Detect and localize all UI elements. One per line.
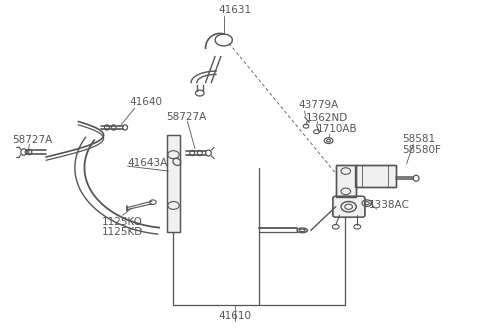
Text: 1338AC: 1338AC	[369, 200, 410, 210]
FancyBboxPatch shape	[333, 196, 365, 217]
Bar	[167, 135, 180, 232]
Text: 41610: 41610	[219, 311, 252, 321]
Text: 43779A: 43779A	[299, 100, 339, 111]
Text: 58581: 58581	[402, 134, 435, 144]
Text: 1125KD: 1125KD	[102, 227, 144, 237]
Text: 58580F: 58580F	[402, 145, 441, 155]
Text: 1125KO: 1125KO	[102, 217, 143, 227]
Text: 1362ND: 1362ND	[306, 113, 348, 123]
Bar	[355, 164, 396, 188]
Text: 58727A: 58727A	[12, 135, 53, 145]
Text: 41643A: 41643A	[128, 158, 168, 168]
Bar	[336, 164, 356, 197]
Text: 41631: 41631	[219, 6, 252, 15]
Text: 41640: 41640	[130, 97, 163, 107]
Text: 1710AB: 1710AB	[317, 124, 357, 134]
Bar	[167, 135, 180, 232]
Text: 58727A: 58727A	[166, 112, 206, 122]
Bar	[355, 164, 396, 188]
Bar	[336, 164, 356, 197]
